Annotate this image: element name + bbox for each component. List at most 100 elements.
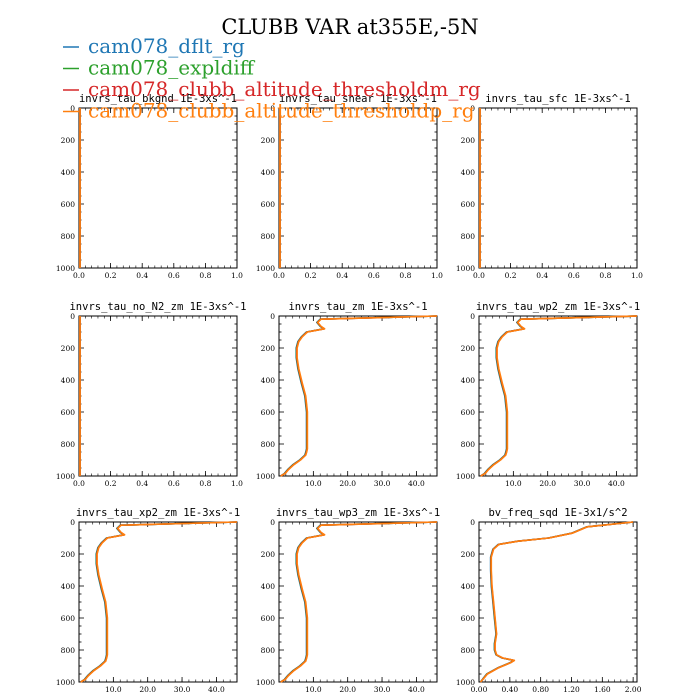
y-tick-label: 600 xyxy=(61,408,76,417)
panel-title: invrs_tau_shear 1E-3xs^-1 xyxy=(279,93,437,105)
x-tick-label: 0.0 xyxy=(273,271,285,280)
x-tick-label: 30.0 xyxy=(174,685,191,694)
x-tick-label: 20.0 xyxy=(539,479,556,488)
y-tick-label: 1000 xyxy=(56,472,75,481)
x-tick-label: 30.0 xyxy=(374,479,391,488)
y-tick-label: 400 xyxy=(461,376,476,385)
x-tick-label: 1.20 xyxy=(563,685,580,694)
x-tick-label: 40.0 xyxy=(408,479,425,488)
panel-8: invrs_tau_wp3_zm 1E-3xs^-10 200 400 600 800 1… xyxy=(256,507,440,694)
y-tick-label: 600 xyxy=(261,614,276,623)
y-tick-label: 200 xyxy=(61,344,76,353)
y-tick-label: 400 xyxy=(261,168,276,177)
x-tick-label: 0.6 xyxy=(368,271,380,280)
y-tick-label: 0 xyxy=(70,104,75,113)
x-tick-label: 0.4 xyxy=(136,271,148,280)
y-tick-label: 0 xyxy=(70,518,75,527)
y-tick-label: 1000 xyxy=(456,678,475,687)
x-tick-label: 1.0 xyxy=(231,271,243,280)
y-tick-label: 800 xyxy=(261,440,276,449)
y-tick-label: 800 xyxy=(461,440,476,449)
panel-7: invrs_tau_xp2_zm 1E-3xs^-10 200 400 600 800 1… xyxy=(56,507,240,694)
x-tick-label: 1.0 xyxy=(631,271,643,280)
y-tick-label: 200 xyxy=(461,344,476,353)
panel-title: bv_freq_sqd 1E-3x1/s^2 xyxy=(488,507,627,519)
x-tick-label: 0.8 xyxy=(399,271,411,280)
y-tick-label: 800 xyxy=(461,646,476,655)
panel-frame xyxy=(78,521,238,683)
x-tick-label: 0.4 xyxy=(536,271,548,280)
x-tick-label: 20.0 xyxy=(339,685,356,694)
series-line-1 xyxy=(80,521,238,683)
series-line-1 xyxy=(280,315,438,477)
panel-title: invrs_tau_zm 1E-3xs^-1 xyxy=(288,301,427,313)
x-tick-label: 0.6 xyxy=(168,479,180,488)
y-tick-label: 0 xyxy=(270,312,275,321)
y-tick-label: 800 xyxy=(61,232,76,241)
panel-5: invrs_tau_zm 1E-3xs^-1 0 200 400 600 800 1000 1… xyxy=(256,301,438,488)
series-line-4 xyxy=(280,315,438,477)
y-tick-label: 0 xyxy=(70,312,75,321)
y-tick-label: 800 xyxy=(461,232,476,241)
series-line-1 xyxy=(480,315,638,477)
y-tick-label: 0 xyxy=(470,104,475,113)
panel-frame xyxy=(78,315,238,477)
y-tick-label: 400 xyxy=(61,376,76,385)
y-tick-label: 600 xyxy=(61,200,76,209)
x-tick-label: 0.6 xyxy=(568,271,580,280)
y-tick-label: 600 xyxy=(461,200,476,209)
x-tick-label: 0.2 xyxy=(505,271,517,280)
x-tick-label: 0.6 xyxy=(168,271,180,280)
x-tick-label: 0.2 xyxy=(105,479,117,488)
y-tick-label: 200 xyxy=(61,550,76,559)
y-tick-label: 1000 xyxy=(256,472,275,481)
y-tick-label: 800 xyxy=(261,646,276,655)
x-tick-label: 0.2 xyxy=(105,271,117,280)
x-tick-label: 40.0 xyxy=(608,479,625,488)
panel-3: invrs_tau_sfc 1E-3xs^-1 0 200 400 600 800 1000… xyxy=(456,93,643,280)
panel-2: invrs_tau_shear 1E-3xs^-1 0 200 400 600 800 10… xyxy=(256,93,443,280)
panel-9: bv_freq_sqd 1E-3x1/s^2020040060080010000… xyxy=(456,507,642,694)
x-tick-label: 40.0 xyxy=(408,685,425,694)
x-tick-label: 0.4 xyxy=(136,479,148,488)
x-tick-label: 10.0 xyxy=(305,685,322,694)
series-line-4 xyxy=(80,521,238,683)
panel-title: invrs_tau_no_N2_zm 1E-3xs^-1 xyxy=(69,301,246,313)
x-tick-label: 30.0 xyxy=(574,479,591,488)
legend-entry-2: cam078_expldiff xyxy=(88,56,256,80)
y-tick-label: 600 xyxy=(61,614,76,623)
panel-frame xyxy=(278,107,438,269)
x-tick-label: 0.40 xyxy=(501,685,518,694)
panel-title: invrs_tau_xp2_zm 1E-3xs^-1 xyxy=(76,507,240,519)
y-tick-label: 600 xyxy=(461,614,476,623)
y-tick-label: 0 xyxy=(470,312,475,321)
x-tick-label: 0.80 xyxy=(532,685,549,694)
x-tick-label: 0.4 xyxy=(336,271,348,280)
panel-6: invrs_tau_wp2_zm 1E-3xs^-10 200 400 600 800 1… xyxy=(456,301,640,488)
x-tick-label: 1.60 xyxy=(594,685,611,694)
y-tick-label: 400 xyxy=(61,582,76,591)
x-tick-label: 0.8 xyxy=(199,479,211,488)
y-tick-label: 400 xyxy=(261,582,276,591)
panel-title: invrs_tau_wp3_zm 1E-3xs^-1 xyxy=(276,507,440,519)
y-tick-label: 600 xyxy=(261,200,276,209)
x-tick-label: 30.0 xyxy=(374,685,391,694)
series-line-4 xyxy=(479,521,634,683)
x-tick-label: 2.00 xyxy=(625,685,642,694)
series-line-4 xyxy=(480,315,638,477)
y-tick-label: 1000 xyxy=(456,472,475,481)
y-tick-label: 0 xyxy=(270,518,275,527)
panel-4: invrs_tau_no_N2_zm 1E-3xs^-10 200 400 600 80… xyxy=(56,301,247,488)
y-tick-label: 1000 xyxy=(256,678,275,687)
legend-entry-1: cam078_dflt_rg xyxy=(88,34,245,58)
legend-entry-4: cam078_clubb_altitude_thresholdp_rg xyxy=(88,99,475,123)
x-tick-label: 40.0 xyxy=(208,685,225,694)
y-tick-label: 400 xyxy=(261,376,276,385)
panel-frame xyxy=(478,315,638,477)
y-tick-label: 200 xyxy=(461,550,476,559)
y-tick-label: 200 xyxy=(261,136,276,145)
x-tick-label: 0.0 xyxy=(73,479,85,488)
y-tick-label: 200 xyxy=(461,136,476,145)
x-tick-label: 20.0 xyxy=(139,685,156,694)
